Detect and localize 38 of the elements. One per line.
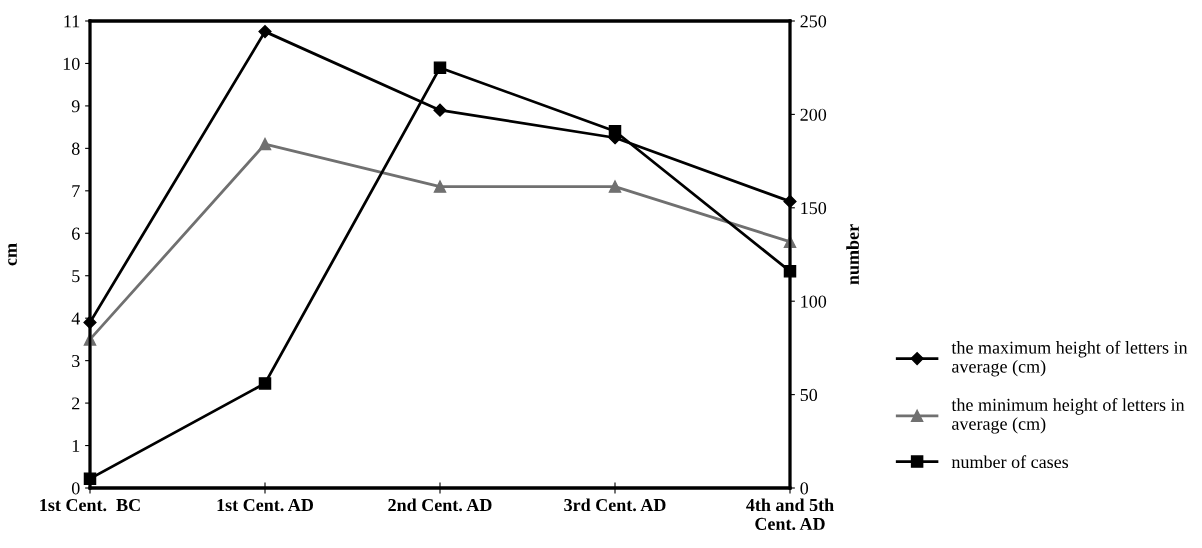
y-tick-label: 7 [72,185,80,198]
legend-label: the minimum height of letters in average (cm) [951,398,1185,434]
x-tick-label: 3rd Cent. AD [564,498,666,512]
point [83,472,97,485]
x-tick-label: 1st Cent. BC [40,498,140,512]
y-tick-label: 4 [71,312,80,325]
point [433,180,447,193]
y-tick-label: 8 [71,142,80,155]
point [608,124,622,138]
y-tick-label: 2 [72,397,80,410]
point [608,180,622,193]
y2-tick-label: 250 [800,15,827,28]
point [258,25,272,39]
y-tick-label: 9 [71,100,80,113]
x-tick-label: 4th and 5th Cent. AD [746,498,834,531]
legend-label: the maximum height of letters in average (cm) [951,340,1188,377]
y2-tick-label: 200 [800,108,827,121]
legend-label: number of cases [951,455,1069,469]
y-tick-label: 3 [72,354,80,368]
x-tick-label: 2nd Cent. AD [388,498,492,512]
y2-tick-label: 0 [800,482,809,495]
y2-tick-label: 150 [801,202,827,215]
y2-tick-label: 100 [801,295,827,308]
point [783,265,797,278]
point [258,137,272,151]
x-tick-label: 1st Cent. AD [217,498,314,512]
y-tick-label: 10 [63,57,80,70]
y2-axis-title: number [846,224,859,285]
point [433,61,447,74]
point [258,377,272,390]
y-tick-label: 0 [71,482,80,495]
point [433,103,447,117]
y-axis-title: cm [8,243,17,266]
y-tick-label: 6 [72,227,80,240]
y-tick-label: 5 [72,270,80,283]
y-tick-label: 1 [72,439,80,452]
y-tick-label: 11 [64,15,80,28]
y2-tick-label: 50 [800,388,818,402]
